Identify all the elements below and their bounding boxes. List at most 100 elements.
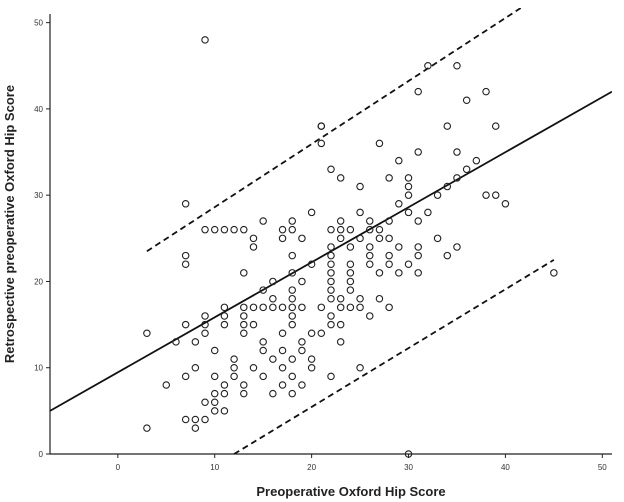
data-point <box>220 303 229 312</box>
data-point <box>404 450 413 458</box>
data-point <box>356 303 364 312</box>
data-point <box>375 294 384 303</box>
data-point <box>385 260 393 268</box>
data-point <box>259 338 267 346</box>
data-point <box>356 182 364 191</box>
data-point <box>346 243 355 251</box>
data-point <box>327 225 335 234</box>
data-point <box>298 303 306 312</box>
y-axis-title: Retrospective preoperative Oxford Hip Sc… <box>2 85 17 363</box>
data-point <box>414 251 422 260</box>
data-point <box>230 363 238 372</box>
data-point <box>375 139 384 148</box>
data-point <box>201 320 209 329</box>
axes <box>46 14 612 458</box>
data-point <box>414 269 422 277</box>
lower-prediction-band <box>233 259 555 454</box>
data-point <box>278 303 287 312</box>
data-point <box>181 415 190 424</box>
data-point <box>366 260 374 268</box>
data-point <box>269 294 277 303</box>
data-point <box>336 217 345 225</box>
data-point <box>336 338 345 346</box>
data-point <box>201 398 209 406</box>
data-point <box>453 243 461 251</box>
data-point <box>162 381 171 389</box>
data-point <box>288 251 296 260</box>
data-point <box>269 277 277 286</box>
y-tick-label: 20 <box>34 277 43 286</box>
data-point <box>385 251 393 260</box>
data-point <box>201 329 209 337</box>
y-tick-label: 50 <box>34 19 43 28</box>
data-point <box>443 251 452 260</box>
data-point <box>259 346 267 355</box>
data-point <box>278 363 287 372</box>
data-point <box>240 303 248 312</box>
data-point <box>181 260 190 268</box>
data-point <box>259 286 267 294</box>
data-point <box>288 225 296 234</box>
data-point <box>317 122 326 130</box>
data-point <box>181 251 190 260</box>
data-point <box>424 62 432 70</box>
data-point <box>278 234 287 243</box>
data-point <box>201 225 209 234</box>
data-point <box>172 338 180 346</box>
data-point <box>491 122 500 130</box>
data-point <box>259 372 267 381</box>
data-point <box>385 217 393 225</box>
data-point <box>278 329 287 337</box>
data-point <box>385 303 393 312</box>
data-point <box>453 148 461 156</box>
data-point <box>346 269 355 277</box>
data-point <box>336 320 345 329</box>
data-point <box>414 87 422 96</box>
data-point <box>298 346 306 355</box>
data-point <box>327 269 335 277</box>
regression-line <box>50 90 612 412</box>
data-point <box>453 62 461 70</box>
data-point <box>356 234 364 243</box>
data-point <box>491 191 500 199</box>
data-point <box>240 312 248 320</box>
y-tick-label: 10 <box>34 364 43 373</box>
data-point <box>327 251 335 260</box>
data-point <box>220 320 229 329</box>
data-point <box>201 312 209 320</box>
data-point <box>240 225 248 234</box>
data-point <box>317 329 326 337</box>
data-point <box>346 286 355 294</box>
data-point <box>414 148 422 156</box>
data-point <box>269 389 277 398</box>
data-point <box>356 294 364 303</box>
data-point <box>327 243 335 251</box>
tick-labels: 0 10 20 30 40 50 0 10 20 30 40 50 <box>34 19 607 472</box>
data-point <box>327 312 335 320</box>
y-tick-label: 30 <box>34 191 43 200</box>
data-point <box>298 234 306 243</box>
data-point <box>181 320 190 329</box>
data-point <box>414 217 422 225</box>
data-point <box>327 165 335 174</box>
data-point <box>404 182 413 191</box>
data-point <box>395 156 403 165</box>
data-point <box>240 381 248 389</box>
data-point <box>210 372 219 381</box>
data-point <box>191 338 200 346</box>
data-point <box>395 269 403 277</box>
data-point <box>249 234 258 243</box>
data-point <box>462 165 471 174</box>
data-point <box>366 251 374 260</box>
data-point <box>366 217 374 225</box>
data-point <box>366 243 374 251</box>
data-point <box>288 320 296 329</box>
data-point <box>453 174 461 182</box>
data-point <box>288 389 296 398</box>
data-point <box>220 407 229 415</box>
data-point <box>356 363 364 372</box>
data-point <box>375 269 384 277</box>
data-point <box>240 269 248 277</box>
data-point <box>269 303 277 312</box>
data-point <box>307 355 316 363</box>
